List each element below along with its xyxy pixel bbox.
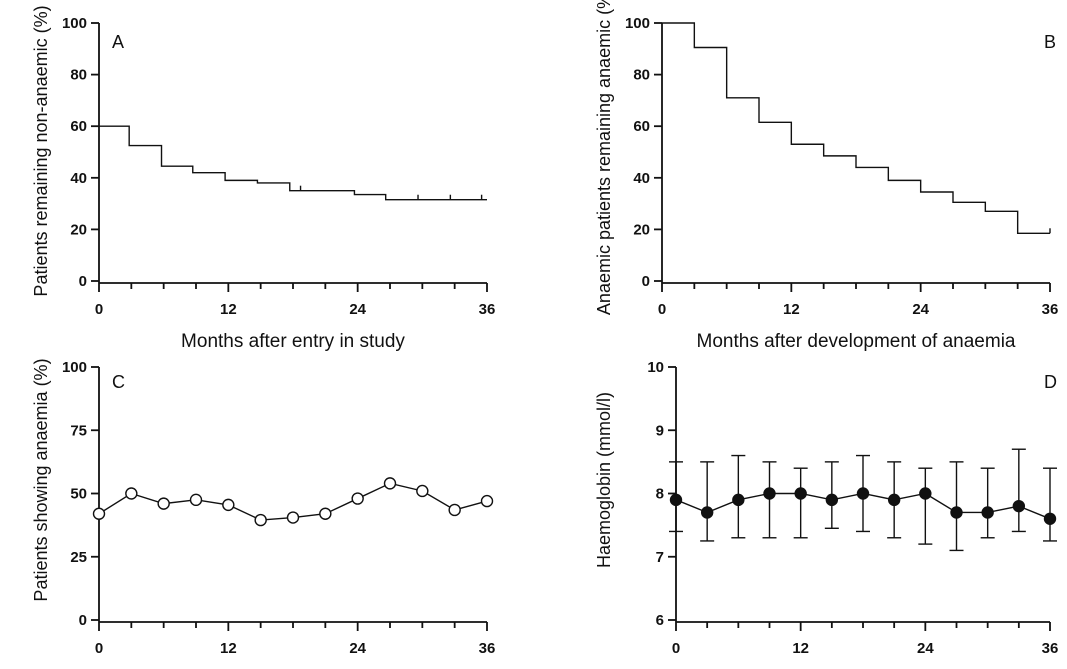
y-tick-label: 60 — [633, 118, 650, 135]
x-tick-label: 12 — [220, 640, 237, 657]
x-tick-label: 36 — [1042, 640, 1059, 657]
data-point — [157, 497, 170, 510]
x-tick-label: 12 — [220, 301, 237, 318]
x-tick-label: 0 — [672, 640, 680, 657]
y-tick-label: 0 — [79, 612, 87, 629]
data-point — [351, 492, 364, 505]
y-tick-label: 20 — [70, 221, 87, 238]
x-tick-label: 24 — [349, 640, 366, 657]
y-tick-label: 7 — [656, 549, 664, 566]
y-tick-label: 8 — [656, 486, 664, 503]
plot-c-area: 0 25 50 75 100 0 12 24 36 — [62, 359, 495, 657]
y-tick-label: 40 — [70, 170, 87, 187]
data-point — [286, 511, 300, 524]
y-tick-label: 75 — [70, 422, 87, 439]
y-tick-label: 100 — [62, 15, 87, 32]
panel-d-letter: D — [1044, 372, 1057, 392]
panel-d-ylabel: Haemoglobin (mmol/l) — [594, 392, 614, 568]
data-point — [887, 493, 901, 507]
x-tick-label: 12 — [783, 301, 800, 318]
y-tick-label: 25 — [70, 549, 87, 566]
panel-b-letter: B — [1044, 32, 1056, 52]
data-point — [92, 507, 106, 520]
data-point — [416, 484, 429, 498]
data-point — [189, 493, 203, 507]
x-tick-label: 36 — [1042, 301, 1059, 318]
data-point — [950, 506, 963, 519]
data-point — [1012, 499, 1026, 513]
data-point — [383, 477, 397, 490]
data-point — [222, 498, 235, 512]
data-point — [700, 506, 714, 519]
plot-d-area: 6 7 8 9 10 0 12 24 36 — [647, 359, 1058, 657]
data-point — [732, 493, 745, 507]
data-point — [1043, 512, 1057, 525]
data-point — [763, 487, 776, 500]
panel-a-xlabel: Months after entry in study — [181, 331, 405, 352]
x-tick-label: 0 — [95, 301, 103, 318]
data-point — [125, 487, 138, 500]
x-tick-label: 24 — [912, 301, 929, 318]
data-point — [919, 487, 932, 500]
data-point — [825, 493, 839, 507]
y-tick-label: 6 — [656, 612, 664, 629]
plot-a-area: 0 20 40 60 80 100 0 12 24 36 — [62, 15, 495, 318]
x-tick-label: 12 — [792, 640, 809, 657]
x-tick-label: 0 — [95, 640, 103, 657]
survival-step-line — [662, 22, 1050, 234]
panel-c: 0 25 50 75 100 0 12 24 36 C Patients showing ana… — [31, 358, 495, 657]
data-point — [981, 506, 994, 519]
x-tick-label: 36 — [479, 640, 496, 657]
y-tick-label: 0 — [79, 273, 87, 290]
data-point — [319, 507, 332, 520]
y-tick-label: 20 — [633, 221, 650, 238]
y-tick-label: 100 — [62, 359, 87, 376]
y-tick-label: 80 — [633, 67, 650, 84]
data-point — [254, 513, 267, 527]
panel-b-xlabel: Months after development of anaemia — [697, 331, 1016, 352]
y-tick-label: 50 — [70, 486, 87, 503]
panel-b: 0 20 40 60 80 100 0 12 24 36 B Anaemic patients r… — [594, 0, 1058, 352]
y-tick-label: 40 — [633, 170, 650, 187]
x-tick-label: 24 — [349, 301, 366, 318]
data-point — [856, 487, 870, 500]
panel-c-ylabel: Patients showing anaemia (%) — [31, 358, 51, 601]
y-tick-label: 60 — [70, 118, 87, 135]
data-point — [480, 494, 494, 508]
panel-c-letter: C — [112, 372, 125, 392]
panel-b-ylabel: Anaemic patients remaining anaemic (%) — [594, 0, 614, 315]
panel-a-ylabel: Patients remaining non-anaemic (%) — [31, 5, 51, 296]
y-tick-label: 9 — [656, 422, 664, 439]
data-point — [794, 487, 807, 500]
data-point — [669, 493, 683, 507]
x-tick-label: 36 — [479, 301, 496, 318]
panel-d: 6 7 8 9 10 0 12 24 36 D Haemoglobin (mmol/l) — [594, 359, 1058, 657]
panel-a: 0 20 40 60 80 100 0 12 24 36 A Patients remaining… — [31, 5, 495, 352]
y-tick-label: 0 — [642, 273, 650, 290]
x-tick-label: 0 — [658, 301, 666, 318]
data-point — [448, 503, 461, 517]
survival-step-line — [99, 125, 487, 201]
panel-a-letter: A — [112, 32, 124, 52]
y-tick-label: 80 — [70, 67, 87, 84]
plot-b-area: 0 20 40 60 80 100 0 12 24 36 — [625, 15, 1058, 318]
x-tick-label: 24 — [917, 640, 934, 657]
y-tick-label: 10 — [647, 359, 664, 376]
y-tick-label: 100 — [625, 15, 650, 32]
